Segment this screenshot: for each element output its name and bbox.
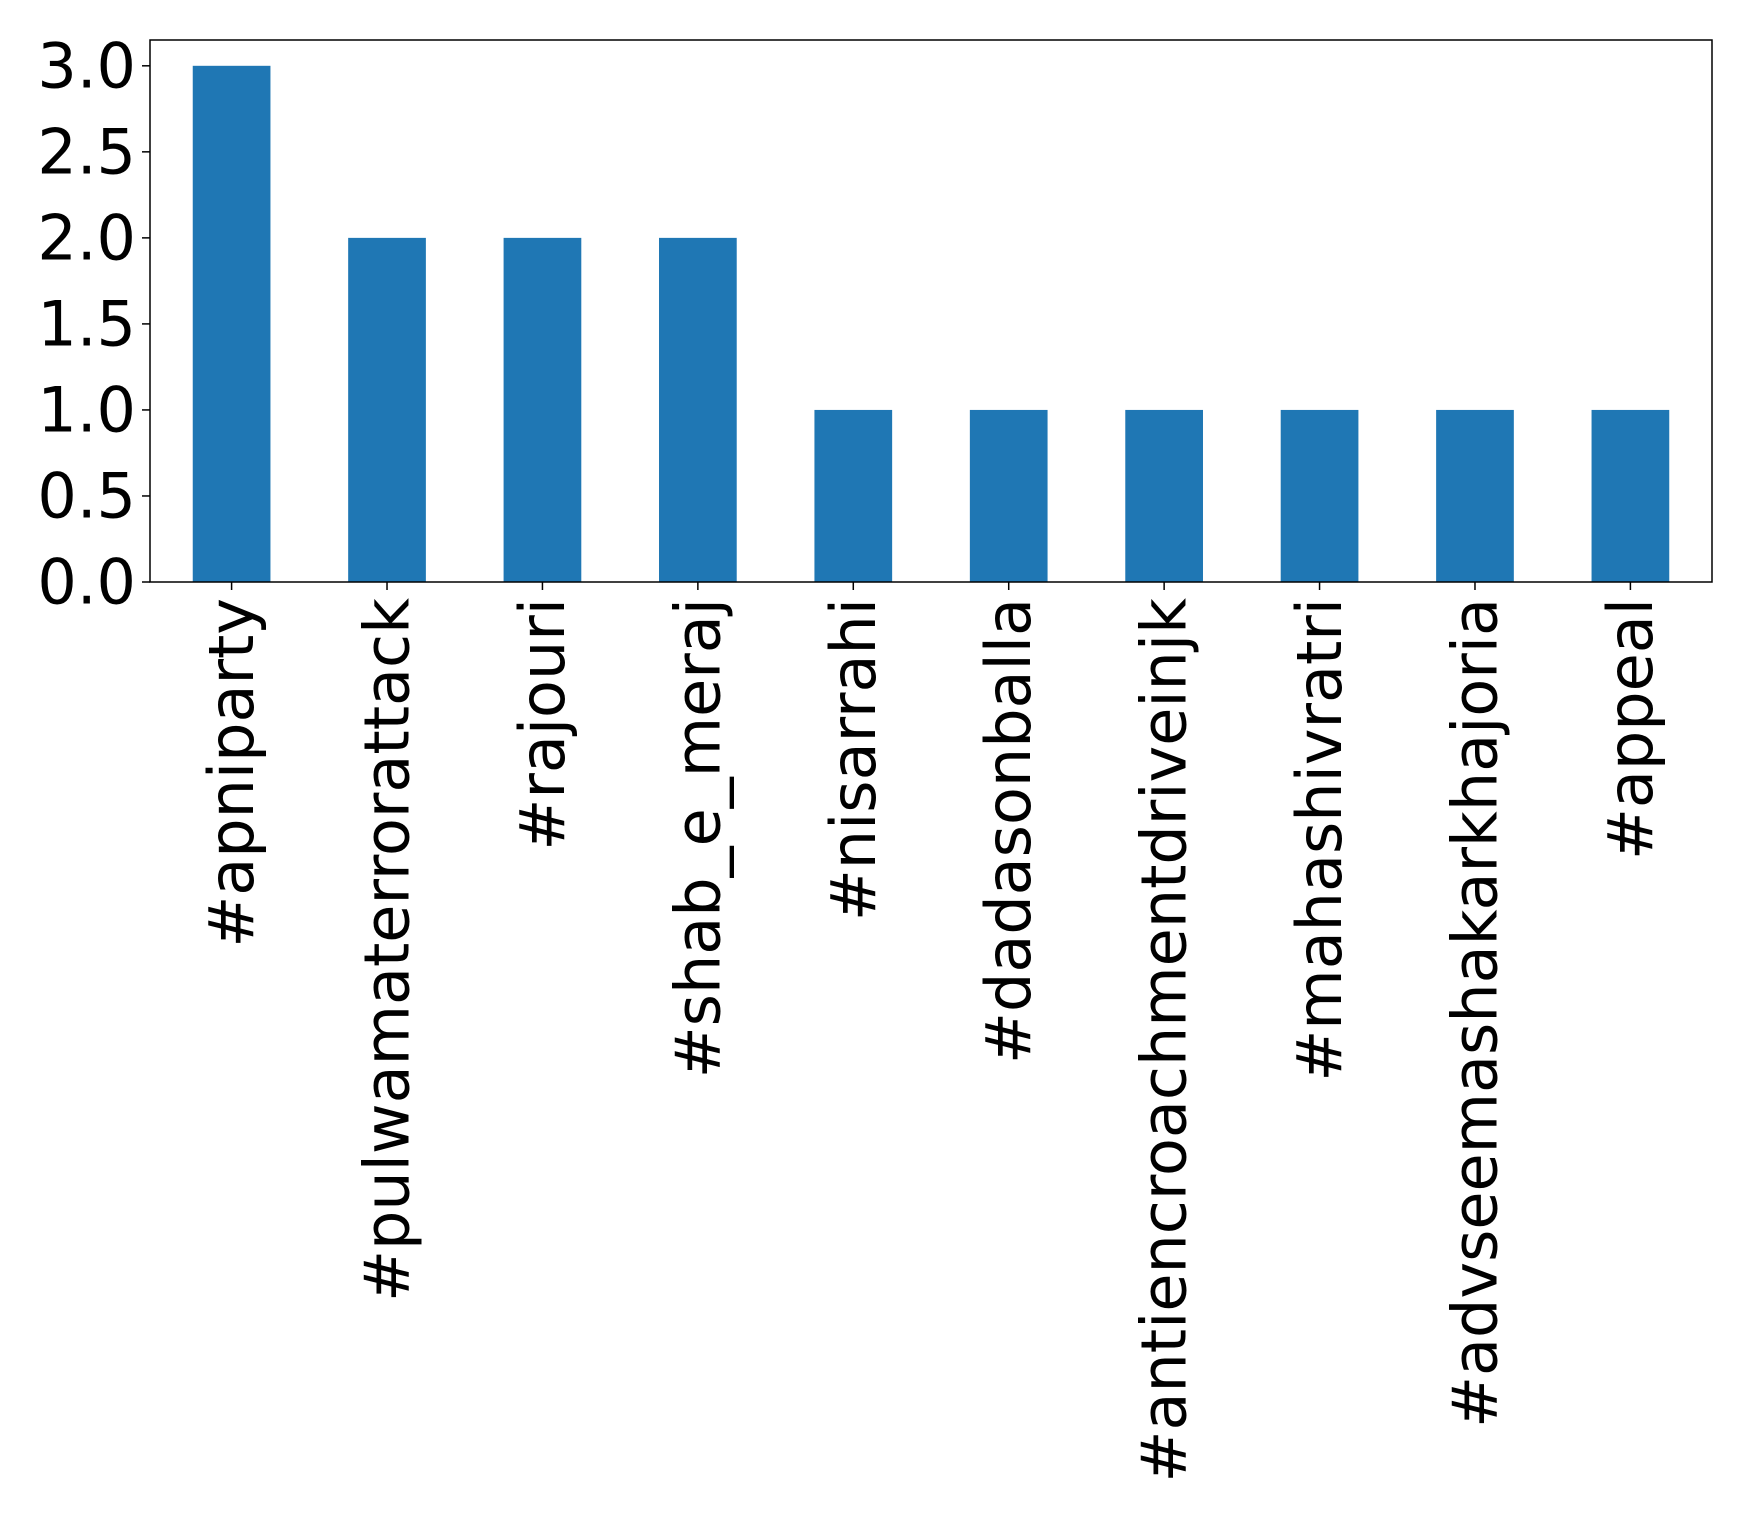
bar-3 [659,237,737,582]
y-tick-label-3: 1.5 [37,287,136,360]
y-tick-label-6: 3.0 [37,29,136,102]
plot-frame [149,39,1713,583]
x-tick-label-2: #rajouri [506,598,579,851]
x-tick-label-4: #nisarrahi [817,598,890,921]
y-tick-label-4: 2.0 [37,201,136,274]
y-axis: 0.0 0.5 1.0 1.5 2.0 2.5 3.0 [37,29,150,619]
bar-8 [1436,409,1514,582]
bar-2 [503,237,582,582]
x-tick-label-9: #appeal [1594,598,1667,860]
y-tick-label-2: 1.0 [37,373,136,446]
bar-4 [814,409,893,582]
bar-6 [1125,409,1203,582]
x-tick-label-8: #advseemashakarkhajoria [1438,598,1511,1428]
bar-9 [1591,409,1670,582]
x-axis: #apniparty #pulwamaterrorattack #rajouri #s… [195,582,1667,1482]
x-tick-label-0: #apniparty [195,598,268,948]
bar-0 [192,65,271,583]
y-tick-label-0: 0.0 [37,546,136,619]
bar-7 [1280,409,1359,582]
y-tick-label-5: 2.5 [37,115,136,188]
bar-5 [969,409,1048,582]
x-tick-label-1: #pulwamaterrorattack [351,598,424,1302]
y-tick-label-1: 0.5 [37,459,136,532]
x-tick-label-5: #dadasonballa [972,598,1045,1064]
bars-group [192,65,1670,583]
x-tick-label-7: #mahashivratri [1283,598,1356,1082]
x-tick-label-3: #shab_e_meraj [661,598,734,1078]
x-tick-label-6: #antiencroachmentdriveinjk [1128,598,1201,1483]
bar-1 [348,237,426,582]
